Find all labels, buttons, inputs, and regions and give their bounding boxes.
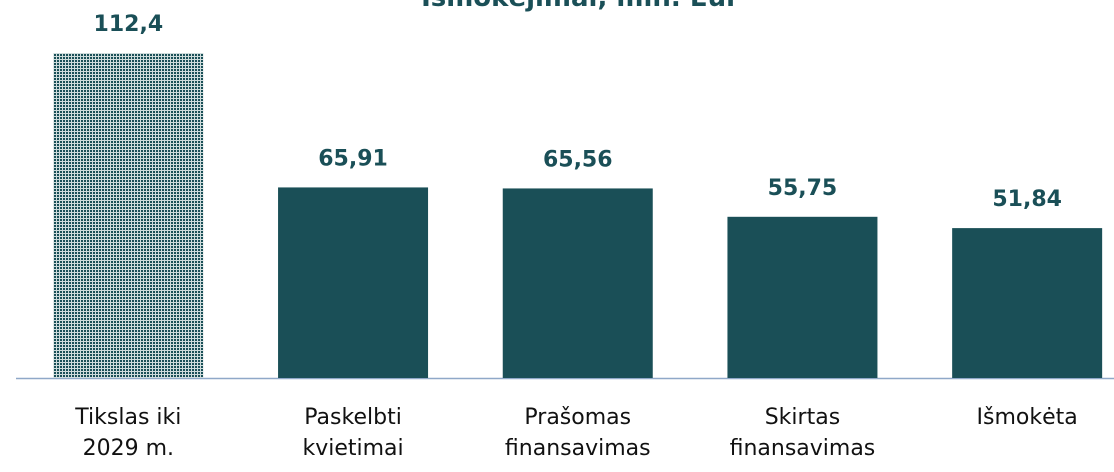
bar	[278, 187, 429, 378]
data-label: 112,4	[94, 12, 164, 37]
data-label: 51,84	[992, 187, 1062, 212]
x-tick-label: Prašomas finansavimas	[504, 405, 651, 461]
x-tick-label: Skirtas finansavimas	[729, 405, 876, 461]
bar	[727, 216, 878, 378]
data-label: 65,91	[318, 146, 388, 171]
x-tick-label: Išmokėta	[976, 405, 1078, 430]
data-label: 55,75	[768, 176, 838, 201]
bar	[502, 188, 653, 378]
chart-title: Išmokėjimai, mln. Eur	[421, 0, 739, 13]
bar	[952, 228, 1103, 378]
x-tick-label: Paskelbti kvietimai	[302, 405, 404, 461]
bar	[53, 53, 204, 378]
x-tick-label: Tikslas iki 2029 m.	[75, 405, 182, 461]
data-label: 65,56	[543, 147, 613, 172]
